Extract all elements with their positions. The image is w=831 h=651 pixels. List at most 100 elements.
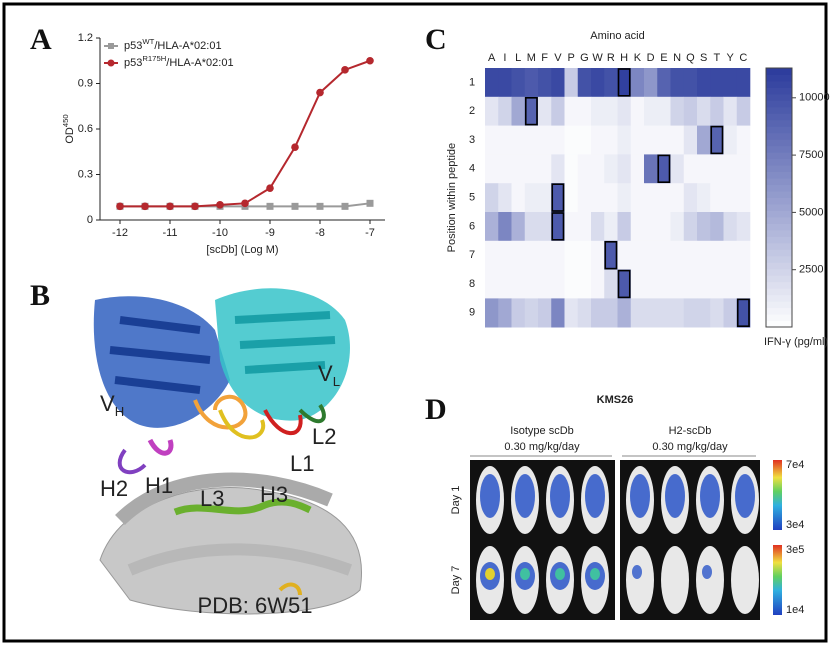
outline-box <box>657 154 671 183</box>
colorbar-step <box>766 184 792 192</box>
heat-cell <box>644 68 658 98</box>
panel-letter: C <box>425 23 447 56</box>
marker <box>116 202 124 211</box>
heat-cell <box>577 68 592 98</box>
colorbar-step <box>766 288 792 296</box>
heat-cell <box>485 125 499 155</box>
y-tick-label: 0 <box>87 214 93 226</box>
heat-cell <box>644 212 658 242</box>
heat-cell <box>485 68 499 98</box>
heat-cell <box>683 68 698 98</box>
scale-label: 7e4 <box>786 459 804 471</box>
y-axis-label-part: 450 <box>61 114 70 127</box>
group-label: H2-scDb <box>669 425 712 437</box>
heat-cell <box>736 96 751 126</box>
heat-cell <box>511 298 526 328</box>
scale-label: 1e4 <box>786 604 804 616</box>
heat-cell <box>644 125 658 155</box>
heat-cell <box>551 154 565 184</box>
heat-cell <box>710 269 724 299</box>
heat-cell <box>657 269 671 299</box>
row-label: Day 7 <box>450 566 462 595</box>
signal <box>480 474 500 518</box>
color-scale <box>773 545 782 615</box>
heat-cell <box>538 68 552 98</box>
heat-cell <box>710 298 724 328</box>
heat-cell <box>591 212 605 242</box>
colorbar-step <box>766 74 792 82</box>
colorbar-tick-label: 7500 <box>799 149 823 161</box>
heat-cell <box>617 68 632 98</box>
column-label: R <box>607 52 615 64</box>
heat-cell <box>723 183 738 213</box>
x-tick-label: -9 <box>265 227 275 239</box>
heat-cell <box>644 240 658 270</box>
heat-cell <box>657 240 671 270</box>
heat-cell <box>564 68 579 98</box>
marker <box>141 202 149 211</box>
heat-cell <box>524 68 539 98</box>
heat-cell <box>604 240 618 270</box>
outline-box <box>551 212 565 241</box>
heat-cell <box>657 125 671 155</box>
heat-cell <box>736 68 751 98</box>
marker <box>316 88 324 97</box>
heat-cell <box>485 96 499 126</box>
heat-cell <box>538 298 552 328</box>
x-tick-label: -10 <box>212 227 228 239</box>
heat-cell <box>697 154 711 184</box>
x-tick-label: -7 <box>365 227 375 239</box>
heat-cell <box>551 298 565 328</box>
group-label: 0.30 mg/kg/day <box>504 441 580 453</box>
marker <box>291 202 299 210</box>
heat-cell <box>511 183 526 213</box>
heat-cell <box>524 269 539 299</box>
heat-cell <box>644 298 658 328</box>
heat-cell <box>498 269 512 299</box>
heat-cell <box>736 269 751 299</box>
heat-cell <box>670 154 685 184</box>
heat-cell <box>697 125 711 155</box>
heat-cell <box>591 68 605 98</box>
structure-label: L2 <box>312 424 336 449</box>
heat-cell <box>591 154 605 184</box>
row-label: 3 <box>469 134 475 146</box>
heat-cell <box>644 269 658 299</box>
marker <box>341 66 349 74</box>
heat-cell <box>644 183 658 213</box>
heat-cell <box>670 183 685 213</box>
colorbar-step <box>766 301 792 309</box>
column-label: F <box>541 52 548 64</box>
heat-cell <box>564 212 579 242</box>
heat-cell <box>736 212 751 242</box>
structure-label: VL <box>318 361 340 389</box>
heat-cell <box>723 212 738 242</box>
heat-cell <box>710 240 724 270</box>
heat-cell <box>591 298 605 328</box>
heat-cell <box>498 298 512 328</box>
outline-box <box>551 183 565 212</box>
structure-label-sub: H <box>115 404 125 419</box>
heat-cell <box>538 212 552 242</box>
heat-cell <box>485 240 499 270</box>
colorbar-step <box>766 119 792 127</box>
colorbar-step <box>766 229 792 237</box>
colorbar-step <box>766 178 792 186</box>
colorbar-tick-label: 2500 <box>799 264 823 276</box>
heat-cell <box>697 298 711 328</box>
column-label: E <box>660 52 667 64</box>
heat-cell <box>617 240 632 270</box>
colorbar-step <box>766 100 792 108</box>
signal-core <box>520 568 530 580</box>
y-axis-label-part: OD <box>64 127 76 144</box>
heat-cell <box>630 298 645 328</box>
heat-cell <box>723 269 738 299</box>
heat-cell <box>657 298 671 328</box>
heat-cell <box>591 125 605 155</box>
heat-cell <box>524 96 539 126</box>
heat-cell <box>511 125 526 155</box>
y-tick-label: 0.9 <box>78 77 93 89</box>
structure-label-part: H1 <box>145 473 173 498</box>
heat-cell <box>617 183 632 213</box>
heat-cell <box>524 183 539 213</box>
